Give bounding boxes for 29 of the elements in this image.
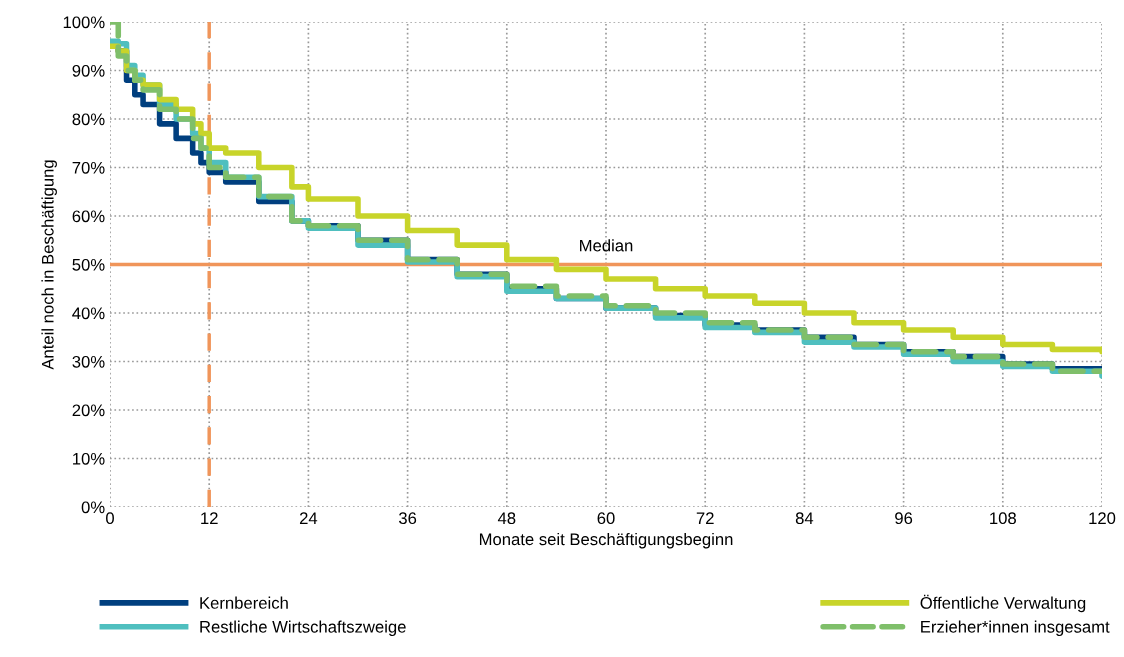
y-tick-label: 20% [72, 404, 105, 417]
y-axis-title: Anteil noch in Beschäftigung [41, 160, 57, 370]
y-tick-label: 10% [73, 452, 105, 465]
x-tick-label: 108 [990, 512, 1016, 525]
legend-label: Kernbereich [200, 596, 288, 609]
y-tick-label: 50% [72, 258, 105, 271]
y-tick-label: 80% [72, 113, 105, 126]
x-tick-label: 72 [696, 512, 714, 524]
legend-label: Öffentliche Verwaltung [920, 594, 1086, 613]
y-tick-label: 70% [72, 161, 105, 174]
y-tick-label: 100% [63, 16, 105, 29]
x-tick-label: 60 [597, 512, 615, 525]
x-tick-label: 24 [299, 512, 318, 524]
x-tick-label: 36 [398, 512, 417, 525]
x-tick-label: 120 [1089, 512, 1116, 525]
y-tick-label: 40% [72, 307, 105, 320]
legend-label: Restliche Wirtschaftszweige [200, 620, 406, 637]
x-axis-title: Monate seit Beschäftigungsbeginn [479, 532, 733, 549]
x-tick-label: 96 [895, 512, 913, 525]
ref-line-label: Median [580, 239, 633, 252]
y-tick-label: 0% [81, 501, 105, 514]
x-tick-label: 12 [201, 512, 218, 524]
y-tick-label: 30% [72, 355, 105, 368]
y-tick-label: 90% [72, 64, 105, 77]
legend-label: Erzieher*innen insgesamt [921, 620, 1110, 637]
x-tick-label: 84 [795, 512, 814, 525]
x-tick-label: 48 [497, 512, 516, 525]
y-tick-label: 60% [72, 210, 105, 223]
x-tick-label: 0 [106, 512, 114, 525]
